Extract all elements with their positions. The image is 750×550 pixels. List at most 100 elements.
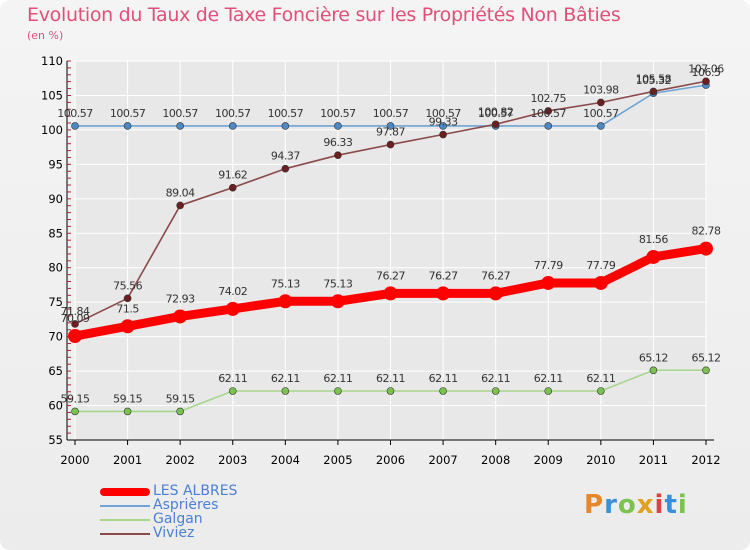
legend-swatch <box>100 488 150 496</box>
y-tick-label: 55 <box>48 433 63 447</box>
data-point <box>593 275 608 290</box>
data-label: 105.32 <box>636 74 672 87</box>
data-label: 105.58 <box>636 72 672 85</box>
data-point <box>386 122 395 130</box>
data-point <box>120 319 135 334</box>
y-tick-label: 85 <box>48 226 63 240</box>
logo-letter: t <box>664 490 678 520</box>
data-point <box>699 241 713 256</box>
data-point <box>123 407 132 416</box>
x-tick-label: 2011 <box>639 453 668 467</box>
data-point <box>386 387 395 395</box>
data-label: 65.12 <box>639 351 668 364</box>
y-tick-label: 70 <box>48 330 63 344</box>
data-point <box>334 151 342 159</box>
data-point <box>176 122 184 130</box>
data-label: 100.57 <box>373 107 409 120</box>
data-point <box>436 286 451 301</box>
data-label: 100.57 <box>478 107 514 120</box>
data-label: 71.84 <box>61 305 90 318</box>
data-point <box>228 122 237 130</box>
data-point <box>68 329 82 344</box>
data-label: 75.13 <box>323 277 352 290</box>
data-label: 75.56 <box>113 279 142 292</box>
data-label: 100.57 <box>110 107 146 120</box>
data-label: 75.13 <box>271 277 300 290</box>
data-label: 91.62 <box>218 169 247 182</box>
data-point <box>383 286 398 301</box>
data-point <box>488 286 503 301</box>
data-point <box>491 387 500 395</box>
data-label: 100.57 <box>57 107 93 120</box>
data-label: 107.06 <box>688 62 724 75</box>
data-label: 62.11 <box>271 372 300 385</box>
data-point <box>228 387 237 395</box>
data-label: 77.79 <box>534 259 563 272</box>
data-label: 99.33 <box>429 116 458 129</box>
data-point <box>71 122 79 130</box>
x-tick-label: 2004 <box>271 453 300 467</box>
x-tick-label: 2003 <box>218 453 247 467</box>
data-point <box>278 294 293 309</box>
data-point <box>281 164 290 173</box>
x-tick-label: 2000 <box>60 453 89 467</box>
axes: 55 60 65 70 75 80 85 90 95 100 105 110 2000 2001 2002 2… <box>41 54 721 467</box>
x-tick-label: 2001 <box>113 453 142 467</box>
x-tick-label: 2006 <box>376 453 405 467</box>
data-label: 100.82 <box>478 105 514 118</box>
legend-label: Asprières <box>153 497 219 513</box>
legend-swatch <box>100 519 150 521</box>
data-label: 62.11 <box>481 372 510 385</box>
data-label: 106.5 <box>692 66 721 79</box>
y-tick-label: 110 <box>41 54 63 68</box>
logo-letter: r <box>604 490 618 520</box>
data-label: 76.27 <box>376 269 405 282</box>
data-point <box>386 140 395 149</box>
data-label: 82.78 <box>692 225 721 238</box>
data-point <box>702 77 710 86</box>
data-point <box>597 387 605 395</box>
data-label: 96.33 <box>323 136 352 149</box>
x-tick-label: 2009 <box>534 453 563 467</box>
series-lines <box>68 77 713 416</box>
proxiti-logo: Proxiti <box>584 490 688 520</box>
logo-letter: i <box>677 490 688 520</box>
logo-letter: o <box>617 490 637 520</box>
data-label: 100.57 <box>162 107 198 120</box>
y-tick-label: 90 <box>48 192 63 206</box>
logo-letter: P <box>584 490 605 520</box>
data-label: 59.15 <box>61 392 90 405</box>
data-label: 103.98 <box>583 83 619 96</box>
data-point <box>281 122 290 130</box>
data-point <box>71 320 79 328</box>
x-tick-label: 2005 <box>323 453 352 467</box>
data-label: 102.75 <box>531 92 567 105</box>
data-point <box>228 183 237 192</box>
y-tick-label: 60 <box>48 399 63 413</box>
data-point <box>597 98 605 107</box>
data-label: 74.02 <box>218 285 247 298</box>
x-tick-label: 2007 <box>428 453 457 467</box>
data-label: 72.93 <box>166 292 195 305</box>
data-point <box>597 122 605 130</box>
data-label: 59.15 <box>113 392 142 405</box>
legend-swatch <box>100 533 150 535</box>
data-label: 62.11 <box>218 372 247 385</box>
y-tick-label: 65 <box>48 364 63 378</box>
data-point <box>439 130 447 139</box>
data-point <box>176 407 184 416</box>
legend-label: Galgan <box>153 511 203 527</box>
data-point <box>123 294 132 303</box>
data-point <box>71 407 79 416</box>
data-point <box>173 309 188 324</box>
chart-title: Evolution du Taux de Taxe Foncière sur l… <box>27 4 621 26</box>
data-point <box>225 301 240 316</box>
data-point <box>281 387 290 395</box>
data-label: 77.79 <box>586 259 615 272</box>
data-point <box>123 122 132 130</box>
y-tick-label: 75 <box>48 295 63 309</box>
y-tick-label: 80 <box>48 261 63 275</box>
logo-letter: i <box>654 490 665 520</box>
